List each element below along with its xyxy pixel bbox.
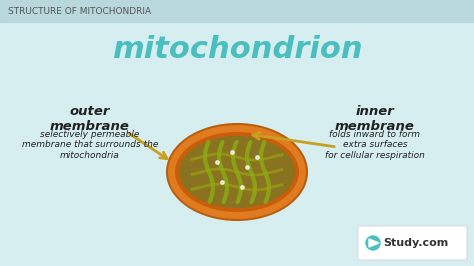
Ellipse shape [167, 124, 307, 220]
Text: STRUCTURE OF MITOCHONDRIA: STRUCTURE OF MITOCHONDRIA [8, 6, 151, 15]
FancyBboxPatch shape [358, 226, 467, 260]
Text: folds inward to form
extra surfaces
for cellular respiration: folds inward to form extra surfaces for … [325, 130, 425, 160]
Text: mitochondrion: mitochondrion [112, 35, 362, 64]
Ellipse shape [175, 132, 299, 212]
Text: Study.com: Study.com [383, 238, 448, 248]
Bar [0, 0, 474, 22]
Text: selectively permeable
membrane that surrounds the
mitochondria: selectively permeable membrane that surr… [22, 130, 158, 160]
Ellipse shape [179, 136, 295, 208]
Circle shape [366, 236, 380, 250]
Polygon shape [369, 239, 379, 247]
Text: inner
membrane: inner membrane [335, 105, 415, 133]
Text: outer
membrane: outer membrane [50, 105, 130, 133]
